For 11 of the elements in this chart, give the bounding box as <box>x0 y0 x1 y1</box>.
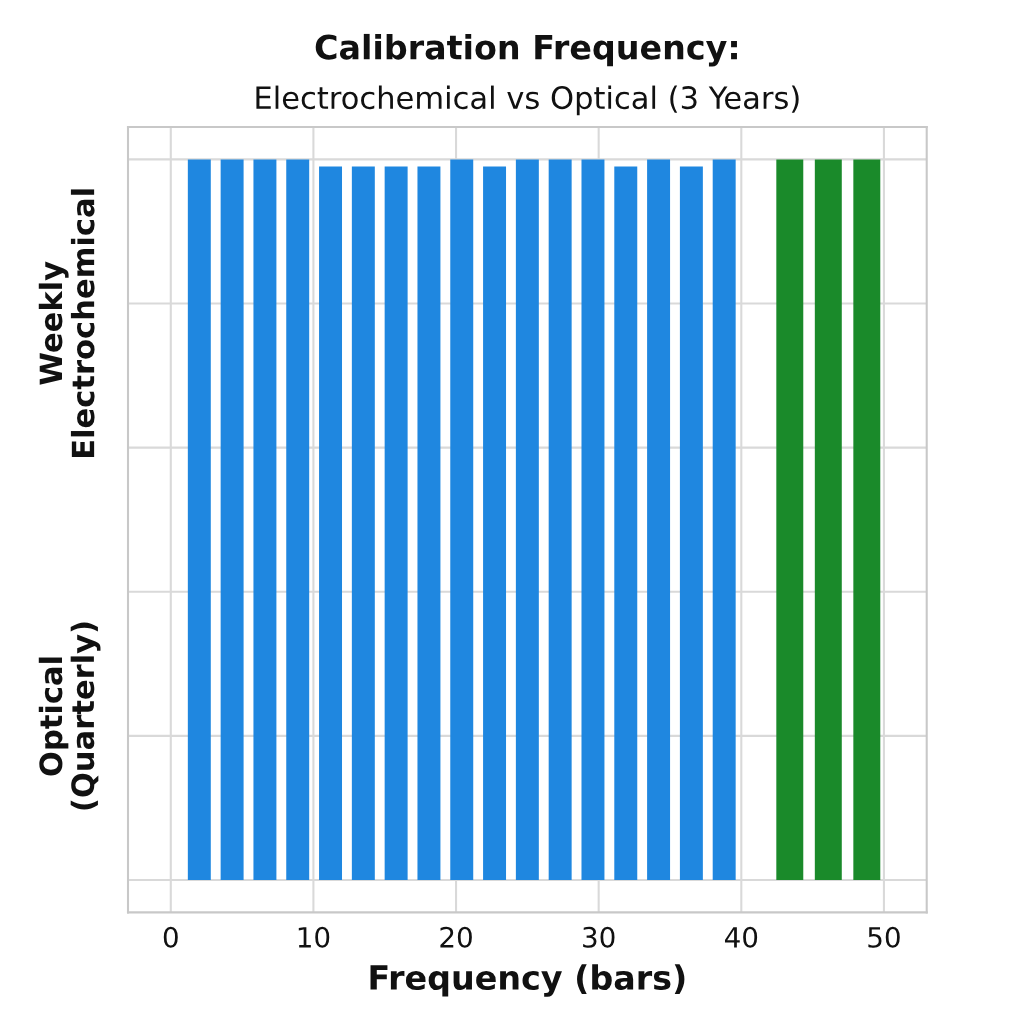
text: Weekly Electrochemical <box>38 189 95 457</box>
x-tick-label: 30 <box>583 926 615 948</box>
chart-subtitle: Electrochemical vs Optical (3 Years) <box>256 85 799 116</box>
x-tick-label: 40 <box>724 926 758 948</box>
x-tick-label: 50 <box>868 926 900 948</box>
chart-title: Calibration Frequency: <box>315 33 737 67</box>
x-axis-title: Frequency (bars) <box>370 964 685 997</box>
x-tick-label: 0 <box>163 926 178 948</box>
text: Optical (Quarterly) <box>38 622 101 810</box>
x-tick-label: 10 <box>298 926 330 948</box>
x-tick-label: 20 <box>440 926 472 948</box>
